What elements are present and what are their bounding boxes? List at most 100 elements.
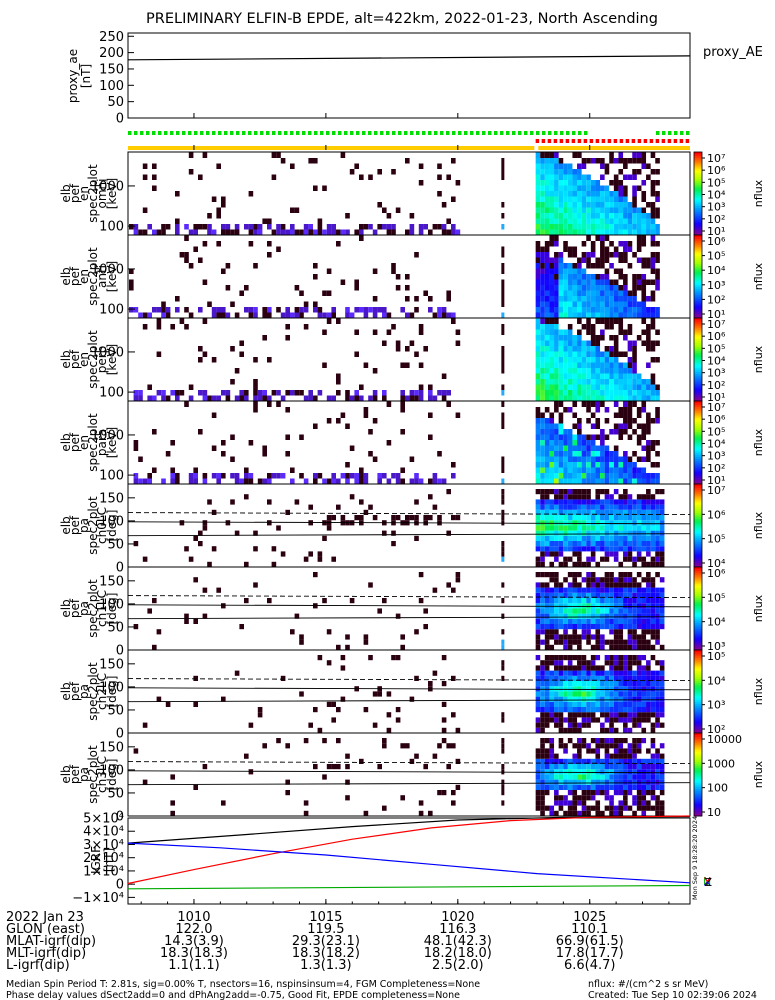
spec-cell bbox=[501, 346, 505, 352]
spec-cell bbox=[558, 169, 564, 175]
spec-cell bbox=[586, 235, 591, 241]
spec-cell bbox=[549, 504, 555, 510]
spec-cell bbox=[567, 774, 573, 780]
spec-cell bbox=[595, 717, 601, 723]
status-mark-green bbox=[326, 131, 330, 135]
spec-cell bbox=[540, 748, 545, 754]
spec-cell bbox=[239, 290, 244, 296]
spec-cell bbox=[202, 613, 208, 619]
spec-cell bbox=[613, 592, 619, 598]
colorbar-segment bbox=[694, 303, 702, 307]
spec-tick-label: 150 bbox=[99, 657, 124, 672]
spec-cell bbox=[595, 592, 601, 598]
spec-cell bbox=[646, 445, 651, 451]
spec-cell bbox=[544, 707, 550, 713]
spec-cell bbox=[590, 373, 596, 379]
spec-cell bbox=[646, 509, 651, 515]
spec-cell bbox=[558, 451, 564, 457]
spec-cell bbox=[641, 499, 647, 505]
status-mark-green bbox=[392, 131, 396, 135]
spec-cell bbox=[577, 634, 582, 640]
spec-cell bbox=[221, 696, 226, 702]
spec-cell bbox=[271, 561, 277, 567]
spec-cell bbox=[577, 423, 582, 429]
spec-cell bbox=[604, 379, 610, 385]
spec-cell bbox=[253, 312, 258, 318]
spec-cell bbox=[441, 790, 447, 796]
spec-cell bbox=[540, 379, 545, 385]
spec-cell bbox=[590, 790, 596, 796]
spec-cell bbox=[554, 546, 559, 552]
spec-cell bbox=[428, 229, 433, 235]
spec-cell bbox=[613, 423, 619, 429]
spec-cell bbox=[544, 670, 550, 676]
spec-cell bbox=[535, 504, 541, 510]
spec-cell bbox=[590, 613, 596, 619]
spec-cell bbox=[623, 608, 628, 614]
spec-cell bbox=[655, 805, 660, 811]
spec-cell bbox=[230, 434, 235, 440]
spec-cell bbox=[544, 624, 550, 630]
spec-cell bbox=[577, 263, 582, 269]
spec-cell bbox=[641, 577, 647, 583]
spec-cell bbox=[623, 603, 628, 609]
colorbar-segment bbox=[694, 699, 702, 703]
spec-cell bbox=[618, 577, 624, 583]
spec-cell bbox=[581, 681, 587, 687]
spec-cell bbox=[303, 738, 309, 744]
spec-cell bbox=[244, 467, 249, 473]
spec-cell bbox=[239, 351, 244, 357]
spec-cell bbox=[632, 764, 637, 770]
spec-ylabel: spec2plot bbox=[86, 330, 100, 389]
colorbar-segment bbox=[694, 604, 702, 607]
spec-cell bbox=[618, 561, 624, 567]
spec-cell bbox=[600, 634, 605, 640]
colorbar-segment bbox=[694, 639, 702, 643]
spec-tick-label: 100 bbox=[99, 469, 124, 484]
spec-cell bbox=[636, 598, 642, 604]
colorbar-segment bbox=[694, 602, 702, 605]
ephemeris-row-label: GLON (east) bbox=[6, 922, 85, 937]
spec-cell bbox=[336, 379, 341, 385]
spec-cell bbox=[650, 784, 656, 790]
spec-cell bbox=[290, 629, 295, 635]
spec-cell bbox=[572, 301, 578, 307]
spec-cell bbox=[423, 224, 428, 230]
spec-cell bbox=[563, 196, 568, 202]
spec-cell bbox=[609, 263, 614, 269]
spec-cell bbox=[549, 257, 555, 263]
spec-cell bbox=[581, 163, 587, 169]
spec-cell bbox=[193, 701, 198, 707]
colorbar-segment bbox=[694, 230, 702, 234]
spec-cell bbox=[604, 748, 610, 754]
spec-cell bbox=[646, 748, 651, 754]
spec-cell bbox=[632, 691, 637, 697]
spec-cell bbox=[572, 758, 578, 764]
colorbar-segment bbox=[694, 309, 702, 313]
spec-cell bbox=[563, 758, 568, 764]
spec-cell bbox=[641, 263, 647, 269]
spec-cell bbox=[554, 152, 559, 158]
spec-cell bbox=[590, 769, 596, 775]
spec-cell bbox=[558, 665, 564, 671]
spec-cell bbox=[567, 351, 573, 357]
colorbar-tick-label: 10⁴ bbox=[707, 438, 726, 451]
spec-cell bbox=[391, 324, 396, 330]
spec-cell bbox=[595, 263, 601, 269]
spec-cell bbox=[540, 624, 545, 630]
spec-cell bbox=[586, 489, 591, 495]
spec-cell bbox=[544, 665, 550, 671]
spec-cell bbox=[618, 456, 624, 462]
spec-cell bbox=[586, 357, 591, 363]
spec-cell bbox=[595, 494, 601, 500]
spec-cell bbox=[595, 340, 601, 346]
spec-cell bbox=[535, 603, 541, 609]
spec-cell bbox=[590, 717, 596, 723]
spec-cell bbox=[253, 229, 258, 235]
spec-cell bbox=[577, 551, 582, 557]
spec-cell bbox=[382, 738, 387, 744]
spec-cell bbox=[563, 456, 568, 462]
loss-cone-dashed-line bbox=[127, 761, 691, 765]
spec-cell bbox=[299, 229, 304, 235]
spec-cell bbox=[253, 546, 258, 552]
